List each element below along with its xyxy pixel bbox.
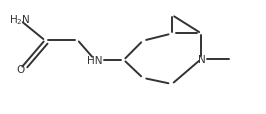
Text: H$_2$N: H$_2$N: [9, 13, 30, 27]
Text: N: N: [198, 54, 205, 64]
Text: O: O: [16, 64, 24, 74]
Text: HN: HN: [87, 55, 103, 65]
